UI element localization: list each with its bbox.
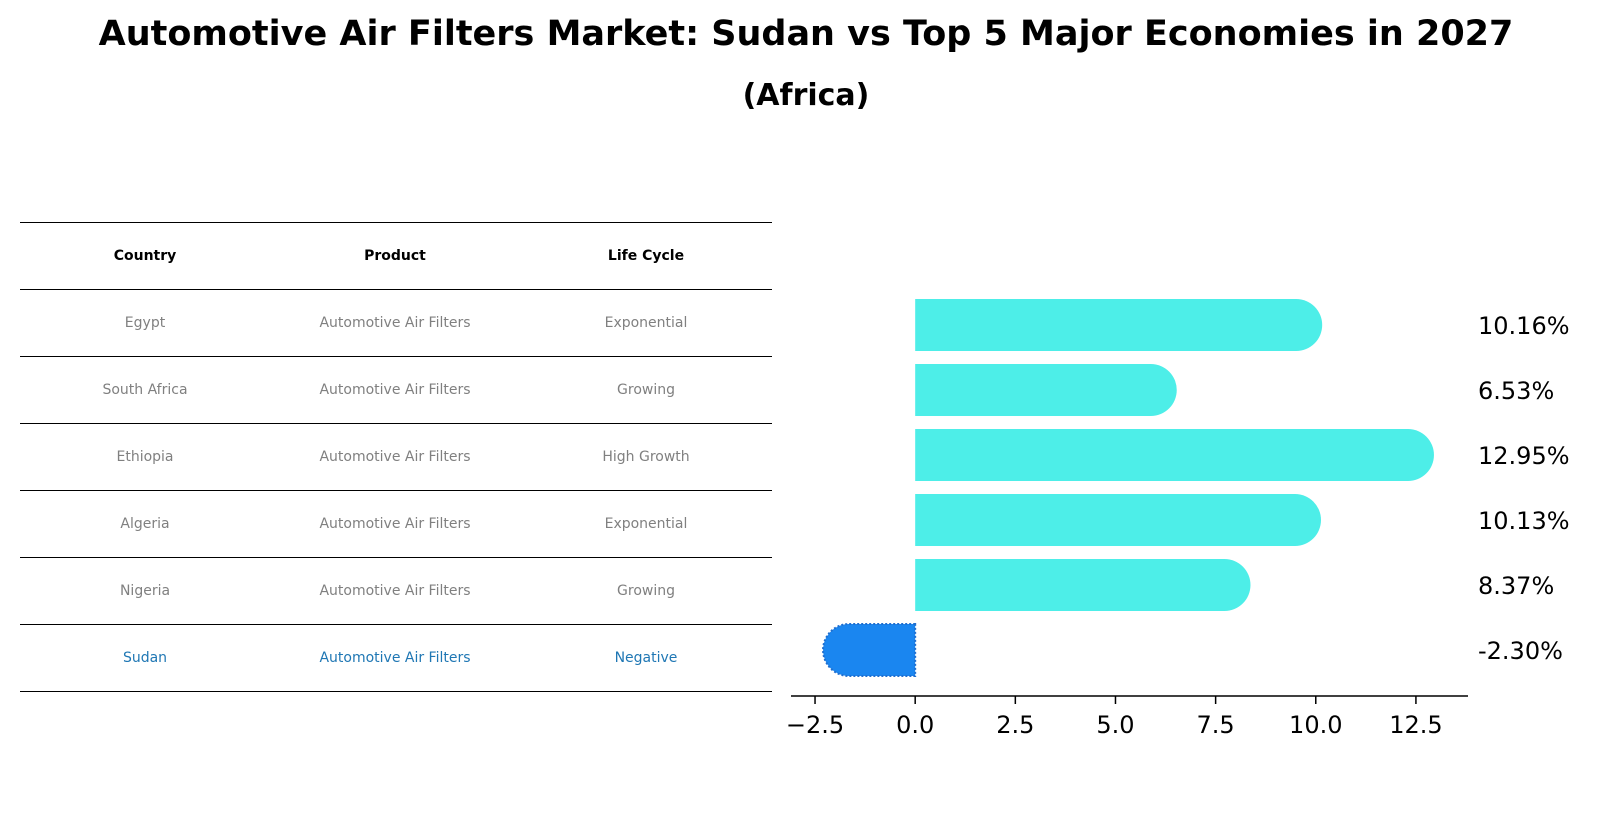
x-tick-label: 10.0 <box>1289 711 1342 739</box>
data-label: 10.16% <box>1478 312 1570 340</box>
cell-life-cycle: Exponential <box>604 516 688 532</box>
cell-life-cycle: Growing <box>617 382 675 398</box>
data-label: 6.53% <box>1478 377 1554 405</box>
cell-product: Automotive Air Filters <box>319 382 471 398</box>
table-row: South Africa Automotive Air Filters Grow… <box>20 356 772 423</box>
cell-country: South Africa <box>102 382 188 398</box>
cell-product: Automotive Air Filters <box>319 449 471 465</box>
cell-country: Algeria <box>120 516 170 532</box>
cell-country: Ethiopia <box>116 449 174 465</box>
cell-life-cycle: Exponential <box>604 315 688 331</box>
table-row: Nigeria Automotive Air Filters Growing <box>20 557 772 624</box>
chart-subtitle: (Africa) <box>742 78 870 113</box>
x-tick-label: 7.5 <box>1197 711 1235 739</box>
table-row: Algeria Automotive Air Filters Exponenti… <box>20 490 772 557</box>
cell-country: Egypt <box>124 315 166 331</box>
bar-south-africa <box>915 364 1177 416</box>
table-row: Egypt Automotive Air Filters Exponential <box>20 289 772 356</box>
x-tick-label: 12.5 <box>1389 711 1442 739</box>
data-label: 10.13% <box>1478 507 1570 535</box>
data-label: -2.30% <box>1478 637 1563 665</box>
x-tick-label: 2.5 <box>996 711 1034 739</box>
cell-product: Automotive Air Filters <box>319 516 471 532</box>
header-country: Country <box>113 248 177 264</box>
data-label: 8.37% <box>1478 572 1554 600</box>
bar-nigeria <box>915 559 1251 611</box>
x-tick-label: −2.5 <box>786 711 844 739</box>
table-row: Ethiopia Automotive Air Filters High Gro… <box>20 423 772 490</box>
bar-ethiopia <box>915 429 1434 481</box>
cell-country: Sudan <box>122 650 168 666</box>
cell-life-cycle: High Growth <box>602 449 690 465</box>
cell-product: Automotive Air Filters <box>319 315 471 331</box>
bar-algeria <box>915 494 1321 546</box>
header-life-cycle: Life Cycle <box>607 248 685 264</box>
table-header-row: Country Product Life Cycle <box>20 222 772 289</box>
x-tick-label: 5.0 <box>1096 711 1134 739</box>
cell-country: Nigeria <box>119 583 171 599</box>
cell-product: Automotive Air Filters <box>319 650 471 666</box>
chart-title: Automotive Air Filters Market: Sudan vs … <box>98 14 1514 54</box>
cell-life-cycle: Negative <box>614 650 678 666</box>
header-product: Product <box>364 248 426 264</box>
x-tick-label: 0.0 <box>896 711 934 739</box>
bar-egypt <box>915 299 1323 351</box>
bar-sudan <box>822 623 917 677</box>
cell-product: Automotive Air Filters <box>319 583 471 599</box>
table-row-highlight: Sudan Automotive Air Filters Negative <box>20 624 772 692</box>
data-label: 12.95% <box>1478 442 1570 470</box>
cell-life-cycle: Growing <box>617 583 675 599</box>
data-table: Country Product Life Cycle Egypt Automot… <box>20 222 772 692</box>
